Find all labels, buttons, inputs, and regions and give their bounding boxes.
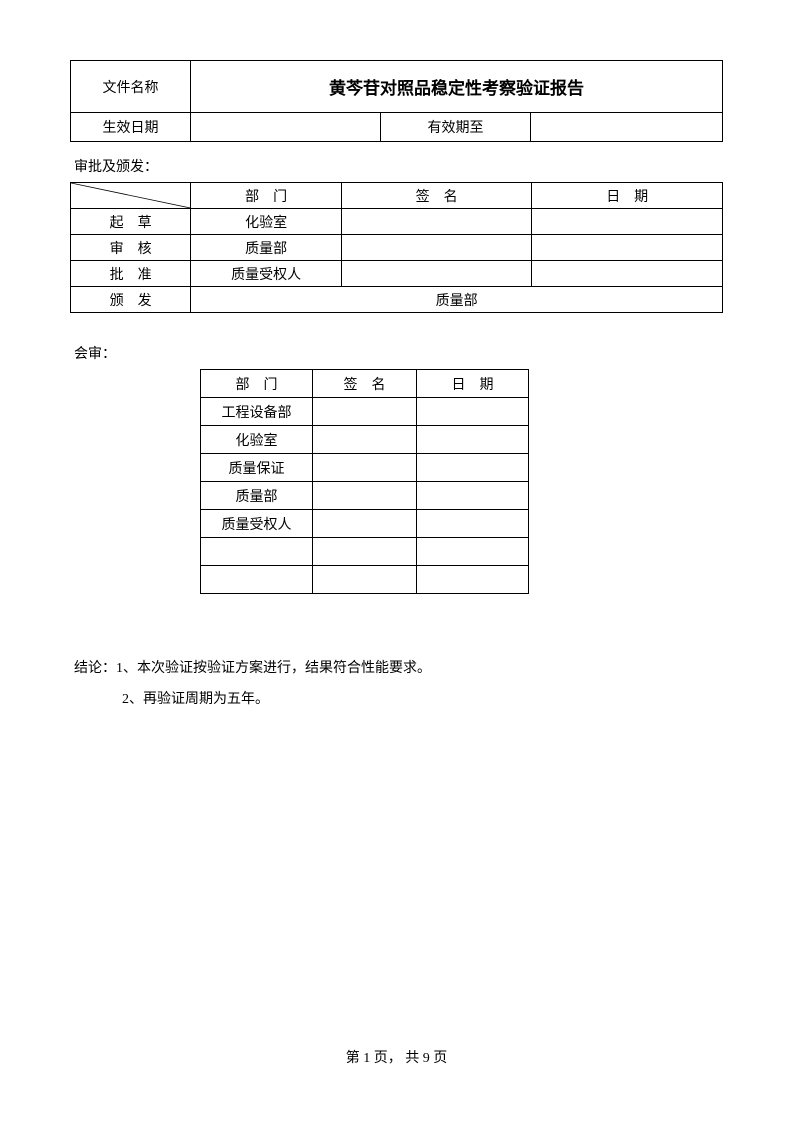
header-table: 文件名称 黄芩苷对照品稳定性考察验证报告 生效日期 有效期至: [70, 60, 723, 142]
review-date: [417, 482, 529, 510]
approval-issue-role: 颁 发: [71, 287, 191, 313]
review-date: [417, 454, 529, 482]
review-dept: 质量保证: [201, 454, 313, 482]
review-sign: [313, 510, 417, 538]
approval-issue-dept: 质量部: [191, 287, 723, 313]
review-dept: 质量部: [201, 482, 313, 510]
effective-date-value: [191, 113, 381, 142]
review-dept: 化验室: [201, 426, 313, 454]
review-header-sign: 签 名: [313, 370, 417, 398]
valid-until-label: 有效期至: [381, 113, 531, 142]
approval-sign: [341, 209, 532, 235]
review-row: [201, 566, 529, 594]
approval-header-sign: 签 名: [341, 183, 532, 209]
approval-row: 起 草 化验室: [71, 209, 723, 235]
effective-date-label: 生效日期: [71, 113, 191, 142]
review-sign: [313, 454, 417, 482]
approval-row: 批 准 质量受权人: [71, 261, 723, 287]
review-row: 工程设备部: [201, 398, 529, 426]
approval-row: 审 核 质量部: [71, 235, 723, 261]
approval-dept: 化验室: [191, 209, 341, 235]
review-dept: [201, 538, 313, 566]
valid-until-value: [531, 113, 723, 142]
review-sign: [313, 538, 417, 566]
review-date: [417, 398, 529, 426]
review-sign: [313, 426, 417, 454]
approval-header-dept: 部 门: [191, 183, 341, 209]
review-sign: [313, 398, 417, 426]
approval-date: [532, 261, 723, 287]
review-row: 质量部: [201, 482, 529, 510]
review-dept: 工程设备部: [201, 398, 313, 426]
review-row: 质量受权人: [201, 510, 529, 538]
review-section-label: 会审：: [70, 343, 723, 363]
approval-date: [532, 209, 723, 235]
review-date: [417, 538, 529, 566]
file-name-label: 文件名称: [71, 61, 191, 113]
review-header-date: 日 期: [417, 370, 529, 398]
approval-dept: 质量部: [191, 235, 341, 261]
approval-role: 审 核: [71, 235, 191, 261]
approval-sign: [341, 235, 532, 261]
conclusion-line-1: 结论：1、本次验证按验证方案进行，结果符合性能要求。: [74, 654, 723, 685]
approval-diagonal-cell: [71, 183, 191, 209]
approval-dept: 质量受权人: [191, 261, 341, 287]
review-row: 化验室: [201, 426, 529, 454]
approval-role: 起 草: [71, 209, 191, 235]
review-sign: [313, 482, 417, 510]
approval-sign: [341, 261, 532, 287]
page-footer: 第 1 页， 共 9 页: [0, 1047, 793, 1067]
conclusion-line-2: 2、再验证周期为五年。: [74, 685, 723, 716]
review-date: [417, 510, 529, 538]
approval-date: [532, 235, 723, 261]
review-date: [417, 566, 529, 594]
approval-section-label: 审批及颁发：: [70, 156, 723, 176]
review-row: [201, 538, 529, 566]
approval-header-date: 日 期: [532, 183, 723, 209]
review-date: [417, 426, 529, 454]
approval-table: 部 门 签 名 日 期 起 草 化验室 审 核 质量部 批 准 质量受权人 颁 …: [70, 182, 723, 313]
document-title: 黄芩苷对照品稳定性考察验证报告: [191, 61, 723, 113]
review-sign: [313, 566, 417, 594]
review-table: 部 门 签 名 日 期 工程设备部 化验室 质量保证 质量部 质量受权人: [200, 369, 529, 594]
review-dept: 质量受权人: [201, 510, 313, 538]
review-dept: [201, 566, 313, 594]
conclusion-block: 结论：1、本次验证按验证方案进行，结果符合性能要求。 2、再验证周期为五年。: [70, 654, 723, 716]
approval-role: 批 准: [71, 261, 191, 287]
review-row: 质量保证: [201, 454, 529, 482]
approval-issue-row: 颁 发 质量部: [71, 287, 723, 313]
review-header-dept: 部 门: [201, 370, 313, 398]
